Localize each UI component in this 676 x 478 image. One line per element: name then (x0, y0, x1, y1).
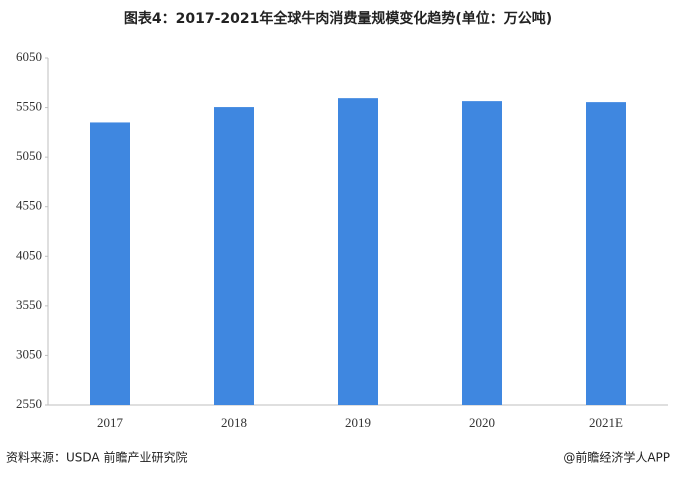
bar (338, 98, 378, 405)
y-tick-label: 5050 (16, 148, 42, 163)
x-tick-label: 2020 (469, 415, 495, 430)
y-tick-label: 6050 (16, 49, 42, 64)
x-tick-label: 2017 (97, 415, 124, 430)
source: 资料来源：USDA 前瞻产业研究院 (6, 450, 187, 465)
credit: @前瞻经济学人APP (563, 450, 670, 465)
x-tick-label: 2021E (589, 415, 623, 430)
y-tick-label: 4550 (16, 198, 42, 213)
y-tick-label: 3550 (16, 297, 42, 312)
bar (462, 101, 502, 406)
y-tick-label: 2550 (16, 396, 42, 411)
y-tick-label: 4050 (16, 247, 42, 262)
bar (214, 107, 254, 405)
bar (90, 122, 130, 405)
bar (586, 102, 626, 406)
x-tick-label: 2019 (345, 415, 371, 430)
y-tick-label: 3050 (16, 346, 42, 361)
y-tick-label: 5550 (16, 99, 42, 114)
x-tick-label: 2018 (221, 415, 247, 430)
chart-title: 图表4：2017-2021年全球牛肉消费量规模变化趋势(单位：万公吨) (124, 10, 552, 27)
